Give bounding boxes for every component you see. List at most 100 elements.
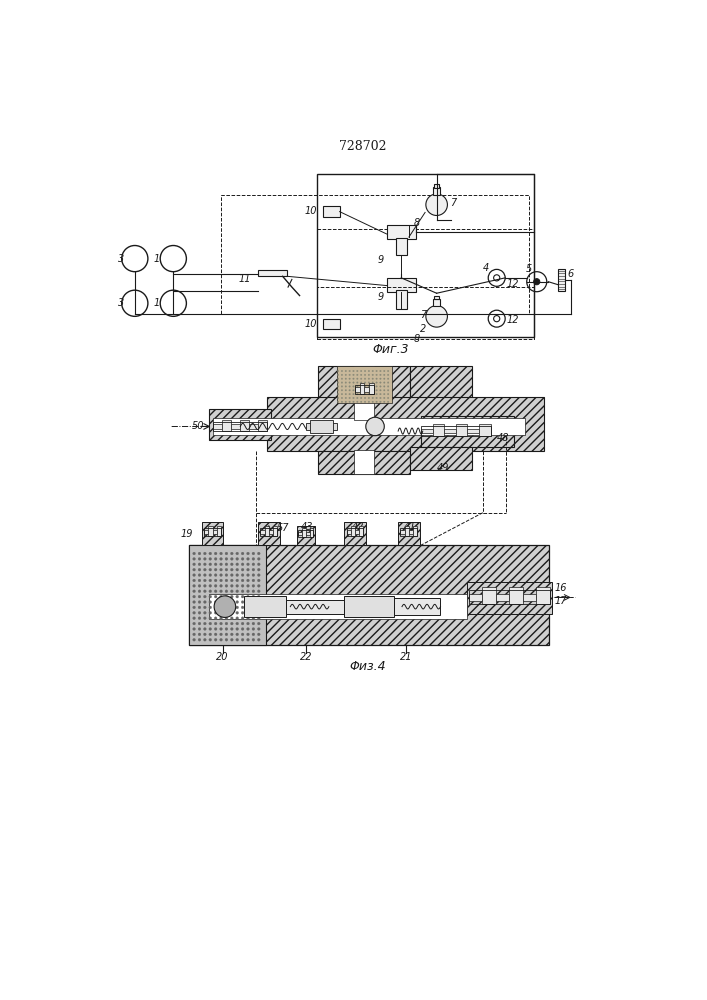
Bar [369,383,373,394]
Circle shape [236,558,238,560]
Circle shape [214,584,217,587]
Text: 48: 48 [497,433,509,443]
Circle shape [236,584,238,587]
Circle shape [198,622,201,625]
Circle shape [230,568,233,571]
Circle shape [252,617,255,620]
Circle shape [247,584,250,587]
Circle shape [257,628,260,630]
Circle shape [372,393,373,395]
Circle shape [257,638,260,641]
Bar [510,587,523,604]
Circle shape [225,584,228,587]
Text: Φиг.3: Φиг.3 [372,343,409,356]
Circle shape [214,606,217,609]
Circle shape [204,606,206,609]
Circle shape [349,378,351,379]
Bar [318,451,411,474]
Circle shape [376,389,378,391]
Circle shape [383,397,385,399]
Text: 12: 12 [507,315,519,325]
Circle shape [361,393,362,395]
Circle shape [387,378,389,379]
Bar [214,424,222,429]
Text: 17: 17 [554,596,567,606]
Circle shape [204,558,206,560]
Circle shape [376,401,378,403]
Circle shape [193,638,195,641]
Circle shape [241,622,244,625]
Bar [523,594,537,601]
Circle shape [193,611,195,614]
Circle shape [225,574,228,576]
Circle shape [193,584,195,587]
Bar [444,429,456,433]
Text: 6: 6 [568,269,574,279]
Bar [305,423,337,430]
Circle shape [247,563,250,566]
Circle shape [193,617,195,620]
Circle shape [198,638,201,641]
Text: 7: 7 [420,310,426,320]
Circle shape [230,574,233,576]
Circle shape [193,601,195,603]
Circle shape [364,382,366,383]
Bar [204,530,209,534]
Circle shape [214,590,217,593]
Bar [409,530,413,534]
Circle shape [225,606,228,609]
Bar [537,587,550,604]
Circle shape [252,611,255,614]
Circle shape [225,628,228,630]
Circle shape [204,568,206,571]
Circle shape [252,606,255,609]
Circle shape [337,393,339,395]
Circle shape [230,606,233,609]
Circle shape [236,601,238,603]
Circle shape [220,606,223,609]
Circle shape [376,374,378,376]
Bar [209,409,271,440]
Circle shape [349,397,351,399]
Bar [354,366,374,420]
Bar [400,528,417,536]
Text: 3: 3 [118,298,124,308]
Circle shape [198,595,201,598]
Circle shape [198,617,201,620]
Circle shape [426,194,448,215]
Circle shape [383,370,385,372]
Circle shape [247,628,250,630]
Circle shape [193,622,195,625]
Circle shape [204,584,206,587]
Circle shape [241,628,244,630]
Circle shape [356,370,358,372]
Circle shape [383,382,385,383]
Circle shape [214,579,217,582]
Circle shape [214,563,217,566]
Bar [260,528,277,536]
Circle shape [247,622,250,625]
Circle shape [230,563,233,566]
Circle shape [257,601,260,603]
Circle shape [209,584,211,587]
Circle shape [193,552,195,555]
Circle shape [241,617,244,620]
Bar [467,582,552,614]
Circle shape [193,558,195,560]
Circle shape [220,638,223,641]
Circle shape [225,590,228,593]
Circle shape [225,552,228,555]
Circle shape [214,638,217,641]
Bar [411,447,472,470]
Circle shape [247,633,250,636]
Circle shape [341,397,343,399]
Bar [302,528,305,537]
Text: 12: 12 [507,279,519,289]
Circle shape [220,552,223,555]
Circle shape [380,386,381,387]
Circle shape [204,574,206,576]
Circle shape [230,590,233,593]
Bar [273,526,277,536]
Circle shape [252,590,255,593]
Bar [317,174,534,229]
